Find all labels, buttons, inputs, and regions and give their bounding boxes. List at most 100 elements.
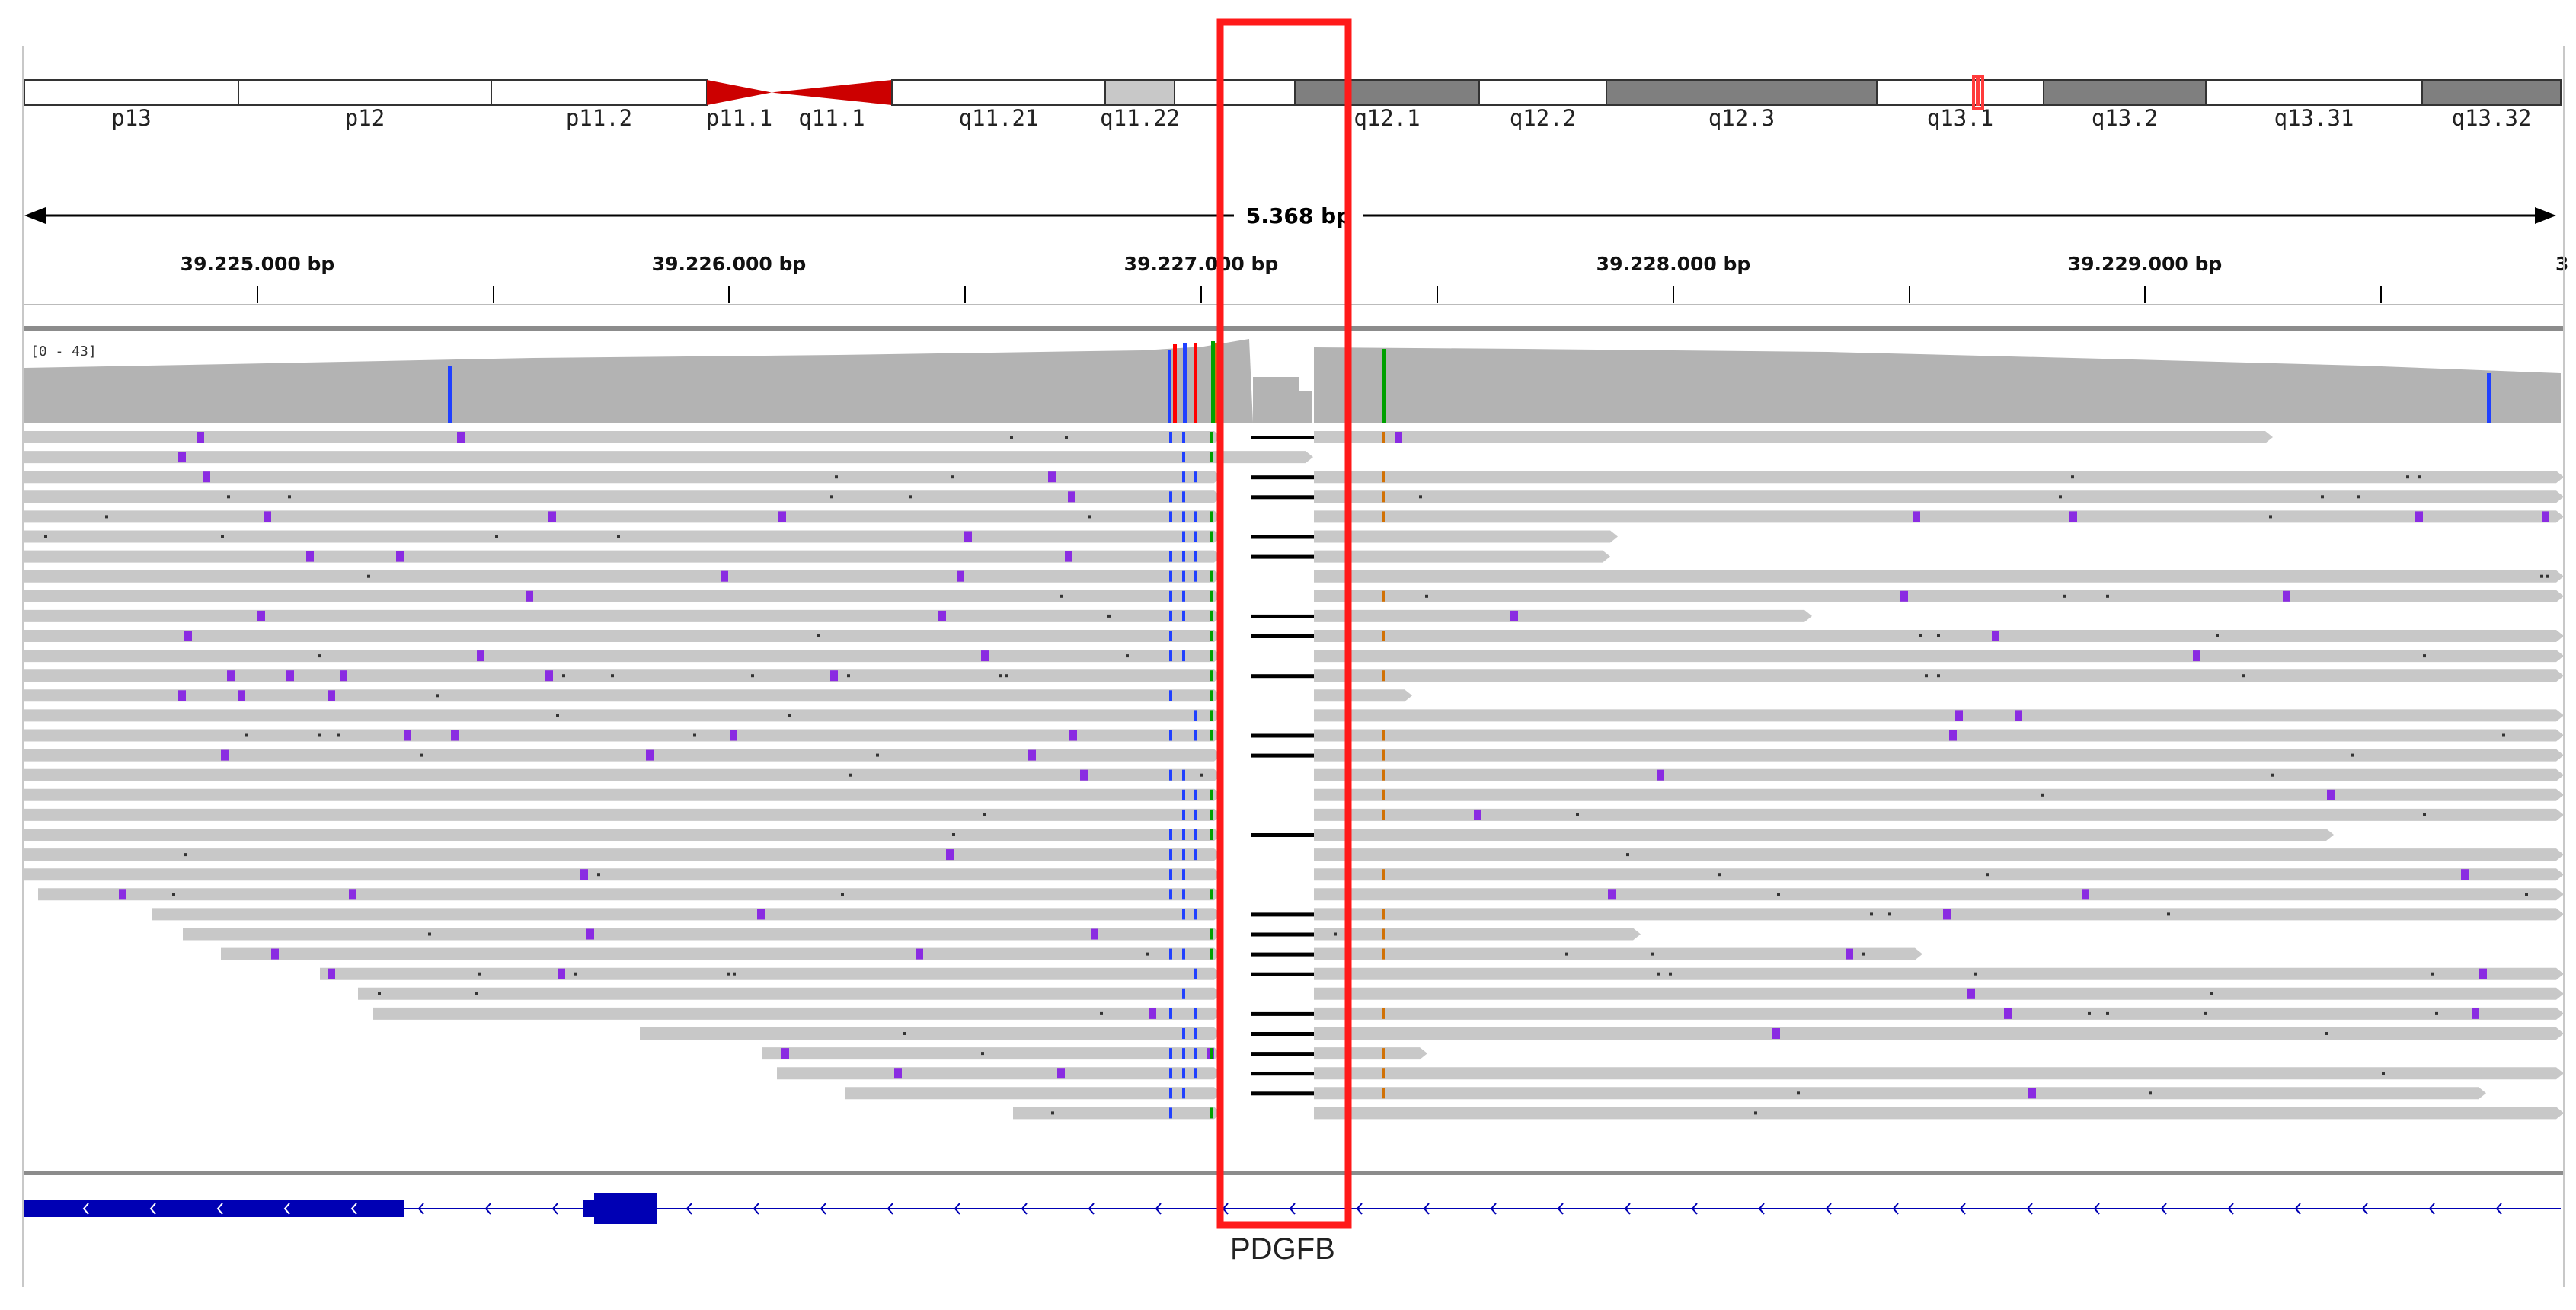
strand-arrow-icon: [2160, 1203, 2167, 1215]
deletion-line: [1251, 753, 1318, 758]
insertion-marker: [586, 928, 594, 940]
aligned-read: [1314, 947, 1922, 960]
strand-arrow-icon: [149, 1203, 156, 1215]
mismatch-dot: [2406, 475, 2409, 479]
mismatch-base: [1210, 432, 1213, 443]
mismatch-base: [1194, 1028, 1197, 1039]
aligned-read: [24, 471, 1222, 484]
aligned-read: [24, 729, 1222, 742]
coverage-range-label: [0 - 43]: [30, 343, 97, 359]
mismatch-dot: [1146, 952, 1149, 956]
mismatch-dot: [2431, 972, 2434, 976]
aligned-read: [24, 530, 1222, 543]
ruler-span-label: 5.368 bp: [1246, 203, 1351, 228]
mismatch-dot: [1051, 1111, 1054, 1115]
insertion-marker: [580, 869, 588, 880]
mismatch-base: [1382, 730, 1385, 741]
ruler-arrow-left-icon: [24, 207, 46, 224]
aligned-read: [1314, 550, 1610, 563]
insertion-marker: [2479, 968, 2487, 979]
mismatch-base: [1382, 590, 1385, 602]
coverage-mismatch-bar: [1173, 344, 1177, 423]
coverage-track[interactable]: [24, 339, 2561, 423]
mismatch-dot: [1565, 952, 1568, 956]
coverage-histogram-left: [24, 339, 1253, 423]
insertion-marker: [1028, 749, 1036, 761]
mismatch-dot: [2059, 495, 2062, 499]
insertion-marker: [178, 452, 186, 463]
mismatch-base: [1194, 909, 1197, 920]
chromosome-ideogram[interactable]: p13 p12 p11.2 p11.1 q11.1 q11.21 q11.22 q12.1 q1…: [24, 75, 2562, 131]
mismatch-base: [1382, 789, 1385, 800]
mismatch-dot: [221, 535, 224, 538]
insertion-marker: [2461, 869, 2469, 880]
ideogram-band-label: q11.1: [798, 105, 865, 131]
coverage-mismatch-bar: [448, 366, 452, 423]
insertion-marker: [757, 909, 765, 920]
insertion-marker: [271, 948, 279, 960]
mismatch-dot: [478, 972, 481, 976]
insertion-marker: [264, 511, 271, 522]
insertion-marker: [2015, 710, 2022, 721]
mismatch-dot: [951, 475, 954, 479]
strand-arrow-icon: [1758, 1203, 1765, 1215]
aligned-read: [38, 888, 1222, 901]
aligned-read: [1314, 788, 2564, 801]
ideogram-band: [1606, 79, 1878, 106]
mismatch-dot: [1419, 495, 1422, 499]
aligned-read: [24, 550, 1222, 563]
aligned-read: [24, 650, 1222, 663]
alignment-track[interactable]: [24, 431, 2564, 1120]
mismatch-base: [1169, 551, 1172, 562]
aligned-read: [1314, 709, 2564, 722]
strand-arrow-icon: [1490, 1203, 1497, 1215]
deletion-line: [1251, 733, 1318, 738]
mismatch-dot: [597, 873, 600, 877]
aligned-read: [1314, 1007, 2564, 1020]
insertion-marker: [203, 471, 210, 483]
mismatch-dot: [2418, 475, 2421, 479]
ideogram-band-label: q13.31: [2274, 105, 2354, 131]
deletion-line: [1251, 1072, 1318, 1076]
insertion-marker: [2069, 511, 2077, 522]
mismatch-base: [1382, 948, 1385, 960]
insertion-marker: [964, 531, 972, 542]
insertion-marker: [1395, 432, 1402, 443]
deletion-line: [1251, 952, 1318, 957]
ruler-tick-label: 39.227.000 bp: [1124, 253, 1279, 275]
gene-track-pdgfb[interactable]: [24, 1193, 2561, 1224]
insertion-marker: [548, 511, 556, 522]
mismatch-dot: [2357, 495, 2360, 499]
mismatch-base: [1182, 1088, 1185, 1099]
ruler-arrow-right-icon: [2535, 207, 2556, 224]
aligned-read: [24, 630, 1222, 642]
aligned-read: [24, 788, 1222, 801]
mismatch-base: [1210, 730, 1213, 741]
mismatch-dot: [727, 972, 730, 976]
mismatch-dot: [2071, 475, 2074, 479]
mismatch-base: [1210, 928, 1213, 940]
mismatch-dot: [1937, 674, 1940, 678]
strand-arrow-icon: [82, 1203, 89, 1215]
aligned-read: [1314, 1087, 2486, 1100]
coverage-mismatch-bar: [1211, 341, 1215, 423]
ideogram-band: [1294, 79, 1480, 106]
aligned-read: [320, 967, 1222, 980]
coverage-mismatch-bar: [1168, 350, 1171, 423]
mismatch-dot: [1651, 952, 1654, 956]
insertion-marker: [894, 1068, 902, 1079]
mismatch-base: [1182, 909, 1185, 920]
aligned-read: [1314, 888, 2564, 901]
aligned-read: [1314, 650, 2564, 663]
ideogram-band: [238, 79, 492, 106]
coverage-mismatch-bar: [1194, 343, 1197, 423]
insertion-marker: [1772, 1028, 1780, 1039]
insertion-marker: [1510, 610, 1518, 621]
mismatch-base: [1210, 631, 1213, 641]
insertion-marker: [404, 730, 411, 741]
deletion-line: [1251, 495, 1318, 500]
mismatch-base: [1182, 809, 1185, 820]
strand-arrow-icon: [216, 1203, 223, 1215]
deletion-line: [1251, 436, 1318, 439]
